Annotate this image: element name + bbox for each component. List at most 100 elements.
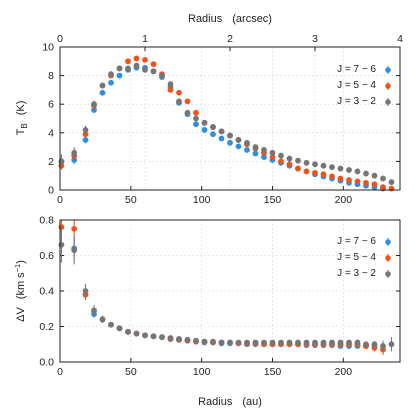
data-point: [176, 336, 182, 342]
data-point: [320, 171, 327, 178]
data-point: [337, 339, 344, 346]
legend: J = 7 − 6 J = 5 − 4 J = 3 − 2: [337, 236, 391, 279]
data-point: [286, 155, 293, 162]
x-tick-label: 0: [57, 366, 63, 378]
legend: J = 7 − 6 J = 5 − 4 J = 3 − 2: [337, 64, 391, 107]
y-axis-unit: (K): [15, 101, 27, 116]
y-tick-label: 0.0: [39, 357, 54, 369]
data-point: [201, 119, 208, 126]
data-point: [244, 147, 250, 153]
data-point: [142, 332, 148, 339]
data-point: [329, 164, 335, 171]
data-point: [108, 79, 114, 86]
data-point: [295, 165, 301, 172]
data-point: [278, 152, 284, 159]
data-point: [227, 139, 233, 146]
data-point: [278, 339, 284, 346]
legend-label: J = 7 − 6: [337, 236, 376, 247]
data-point: [150, 333, 157, 340]
data-point: [82, 137, 89, 143]
legend-marker: [385, 99, 391, 105]
data-point: [218, 128, 225, 135]
data-point: [133, 55, 140, 62]
y-axis-unit-exponent: −1: [13, 264, 22, 273]
data-points: [58, 55, 395, 192]
x-axis-unit: (au): [242, 396, 262, 408]
legend-marker: [385, 239, 391, 245]
data-point: [71, 225, 78, 232]
data-point: [125, 58, 131, 65]
y-tick-label: 2: [48, 156, 54, 168]
data-point: [150, 68, 157, 75]
data-point: [227, 132, 233, 139]
y-tick-label: 0: [48, 185, 54, 197]
y-axis-title: TB (K): [15, 101, 29, 136]
data-point: [235, 143, 242, 150]
data-point: [244, 339, 250, 346]
legend-label: J = 7 − 6: [337, 64, 376, 75]
data-point: [150, 61, 157, 68]
legend-label: J = 5 − 4: [337, 80, 376, 91]
data-point: [235, 339, 242, 346]
data-point: [303, 168, 310, 175]
x-tick-label: 150: [264, 194, 282, 206]
x-tick-label: 100: [193, 366, 211, 378]
data-point: [278, 158, 284, 165]
data-point: [176, 98, 182, 105]
data-point: [193, 337, 199, 344]
data-point: [116, 65, 123, 72]
data-point: [91, 101, 97, 108]
data-point: [71, 149, 78, 156]
data-point: [116, 72, 123, 79]
data-points: [58, 220, 395, 355]
data-point: [82, 288, 89, 294]
data-point: [388, 179, 395, 186]
brightness-temperature-panel: Radius (arcsec) TB(K) 0 50 100 150 2000246810…: [15, 13, 403, 206]
data-point: [218, 135, 225, 142]
data-point: [201, 127, 208, 133]
data-point: [320, 339, 327, 346]
data-point: [82, 131, 89, 138]
data-point: [235, 137, 242, 143]
data-point: [312, 169, 318, 176]
legend-entry: J = 7 − 6: [337, 236, 391, 247]
data-point: [133, 330, 140, 337]
data-point: [252, 339, 259, 346]
x-axis-title: Radius (au): [198, 396, 262, 408]
data-point: [269, 149, 276, 156]
data-point: [244, 139, 250, 146]
top-x-tick-label: 3: [312, 33, 318, 45]
data-point: [167, 335, 174, 341]
data-point: [125, 65, 131, 72]
data-point: [58, 241, 65, 248]
data-point: [210, 338, 216, 345]
x-tick-label: 100: [193, 194, 211, 206]
data-point: [184, 109, 191, 116]
data-point: [167, 81, 174, 88]
data-point: [108, 71, 114, 78]
y-tick-label: 0.8: [39, 215, 54, 227]
legend-entry: J = 5 − 4: [337, 80, 391, 91]
data-point: [303, 159, 310, 166]
legend-label: J = 3 − 2: [337, 268, 376, 279]
data-point: [312, 339, 318, 346]
data-point: [210, 124, 216, 130]
data-point: [184, 98, 191, 105]
data-point: [329, 339, 335, 346]
y-axis-symbol: ΔV: [15, 307, 27, 322]
data-point: [363, 170, 369, 177]
data-point: [99, 82, 106, 89]
data-point: [346, 339, 352, 346]
plot-frame: [59, 219, 401, 363]
data-point: [261, 154, 267, 161]
legend-entry: J = 7 − 6: [337, 64, 391, 75]
data-point: [133, 62, 140, 69]
x-tick-label: 50: [125, 194, 137, 206]
data-point: [346, 177, 352, 183]
x-tick-label: 50: [125, 366, 137, 378]
data-point: [99, 89, 106, 96]
y-tick-label: 6: [48, 99, 54, 111]
x-tick-label: 150: [264, 366, 282, 378]
